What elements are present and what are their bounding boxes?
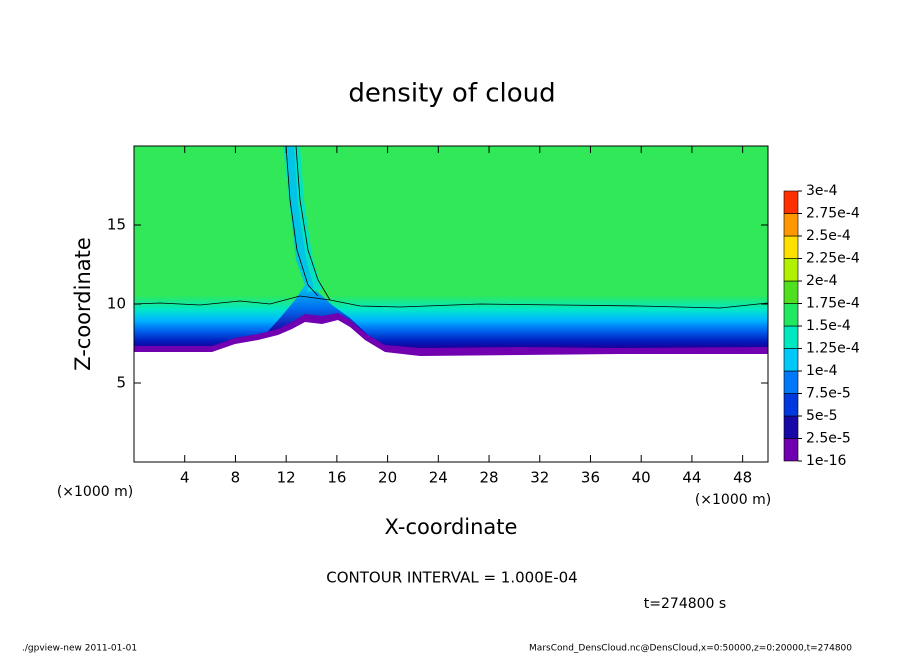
x-tick-label: 12 <box>277 469 296 487</box>
x-tick-label: 16 <box>327 469 346 487</box>
colorbar-box <box>783 303 799 327</box>
colorbar-label: 1e-16 <box>806 453 846 469</box>
colorbar-label: 5e-5 <box>806 408 837 424</box>
x-tick-label: 4 <box>180 469 190 487</box>
colorbar-box <box>783 235 799 259</box>
colorbar-label: 1e-4 <box>806 363 838 379</box>
y-unit: (×1000 m) <box>57 484 133 500</box>
colorbar-box <box>783 348 799 372</box>
colorbar-label: 2.25e-4 <box>806 251 860 267</box>
field <box>134 146 768 356</box>
x-tick-label: 32 <box>530 469 549 487</box>
x-tick-label: 20 <box>378 469 397 487</box>
colorbar-box <box>783 438 799 462</box>
colorbar-label: 1.75e-4 <box>806 296 860 312</box>
colorbar-label: 2e-4 <box>806 273 838 289</box>
colorbar-box <box>783 258 799 282</box>
x-unit: (×1000 m) <box>695 492 771 508</box>
y-tick-label: 5 <box>116 374 126 392</box>
colorbar-box <box>783 370 799 394</box>
x-tick-label: 28 <box>479 469 498 487</box>
chart-title: density of cloud <box>348 79 555 109</box>
colorbar-label: 2.75e-4 <box>806 206 860 222</box>
time-label: t=274800 s <box>644 596 726 612</box>
colorbar-label: 1.25e-4 <box>806 341 860 357</box>
colorbar-label: 2.5e-4 <box>806 228 851 244</box>
colorbar-box <box>783 393 799 417</box>
field-area <box>134 146 768 353</box>
contour-line <box>134 295 768 309</box>
colorbar-box <box>783 415 799 439</box>
x-tick-label: 48 <box>733 469 752 487</box>
colorbar-label: 7.5e-5 <box>806 386 851 402</box>
colorbar-box <box>783 325 799 349</box>
y-tick-label: 15 <box>107 216 126 234</box>
purple-edge <box>134 313 768 356</box>
colorbar-label: 3e-4 <box>806 183 838 199</box>
y-axis-label: Z-coordinate <box>71 237 95 371</box>
plume-core <box>287 146 314 288</box>
contour-interval: CONTOUR INTERVAL = 1.000E-04 <box>326 569 577 587</box>
footer-right: MarsCond_DensCloud.nc@DensCloud,x=0:5000… <box>529 644 852 654</box>
x-tick-label: 44 <box>682 469 701 487</box>
x-tick-label: 40 <box>632 469 651 487</box>
x-axis-label: X-coordinate <box>385 515 518 539</box>
y-tick-label: 10 <box>107 295 126 313</box>
colorbar-box <box>783 280 799 304</box>
colorbar-box <box>783 213 799 237</box>
colorbar-label: 1.5e-4 <box>806 318 851 334</box>
x-tick-label: 8 <box>231 469 241 487</box>
colorbar-box <box>783 190 799 214</box>
contour-line <box>285 146 331 301</box>
x-tick-label: 24 <box>429 469 448 487</box>
x-tick-label: 36 <box>581 469 600 487</box>
colorbar-label: 2.5e-5 <box>806 431 851 447</box>
footer-left: ./gpview-new 2011-01-01 <box>22 644 137 654</box>
